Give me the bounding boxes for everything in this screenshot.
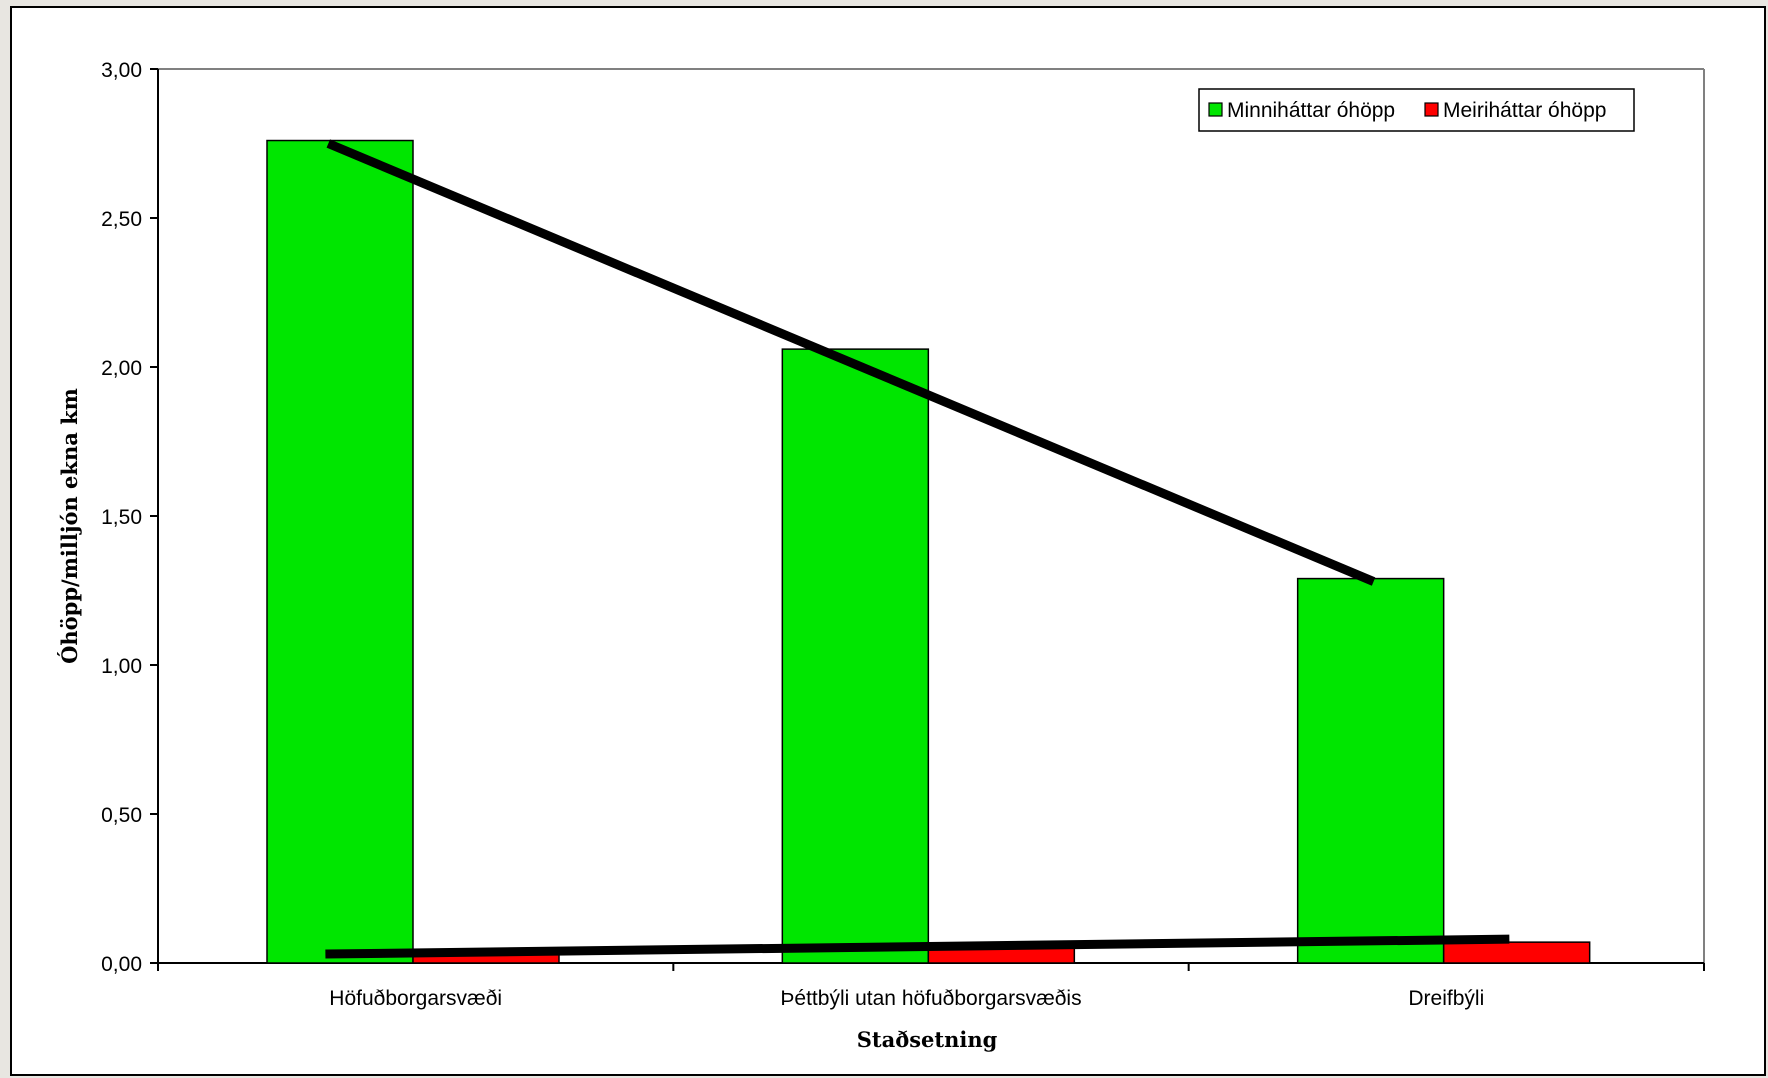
trendlines <box>325 139 1510 959</box>
legend-box <box>1198 88 1635 132</box>
bar-minor-0 <box>266 139 414 964</box>
bars <box>266 139 1591 964</box>
legend-swatch-1 <box>1424 102 1439 117</box>
y-tick-label: 1,00 <box>101 655 142 678</box>
x-tick-label: Höfuðborgarsvæði <box>329 987 502 1010</box>
y-tick-label: 0,50 <box>101 804 142 827</box>
y-tick-label: 0,00 <box>101 953 142 976</box>
x-tick-label: Þéttbýli utan höfuðborgarsvæðis <box>780 987 1081 1010</box>
x-tick-label: Dreifbýli <box>1408 987 1484 1010</box>
legend-label-0: Minniháttar óhöpp <box>1227 99 1395 122</box>
x-axis-title: Staðsetning <box>857 1027 998 1052</box>
bar-minor-2 <box>1296 577 1445 964</box>
y-tick-label: 1,50 <box>101 506 142 529</box>
y-tick-label: 2,50 <box>101 208 142 231</box>
y-tick-label: 3,00 <box>101 59 142 82</box>
tick-labels: 0,00 0,50 1,00 1,50 2,00 2,50 3,00 Höfuðborgars… <box>101 59 1484 1010</box>
trendline-major <box>325 934 1510 959</box>
legend-swatch-0 <box>1208 102 1223 117</box>
legend: Minniháttar óhöpp Meiriháttar óhöpp <box>1198 88 1635 132</box>
bar-major-2 <box>1442 941 1591 964</box>
y-tick-label: 2,00 <box>101 357 142 380</box>
legend-label-1: Meiriháttar óhöpp <box>1443 99 1606 122</box>
y-axis-title: Óhöpp/milljón ekna km <box>57 388 82 664</box>
bar-minor-1 <box>781 348 930 964</box>
trendline-minor <box>326 139 1376 586</box>
